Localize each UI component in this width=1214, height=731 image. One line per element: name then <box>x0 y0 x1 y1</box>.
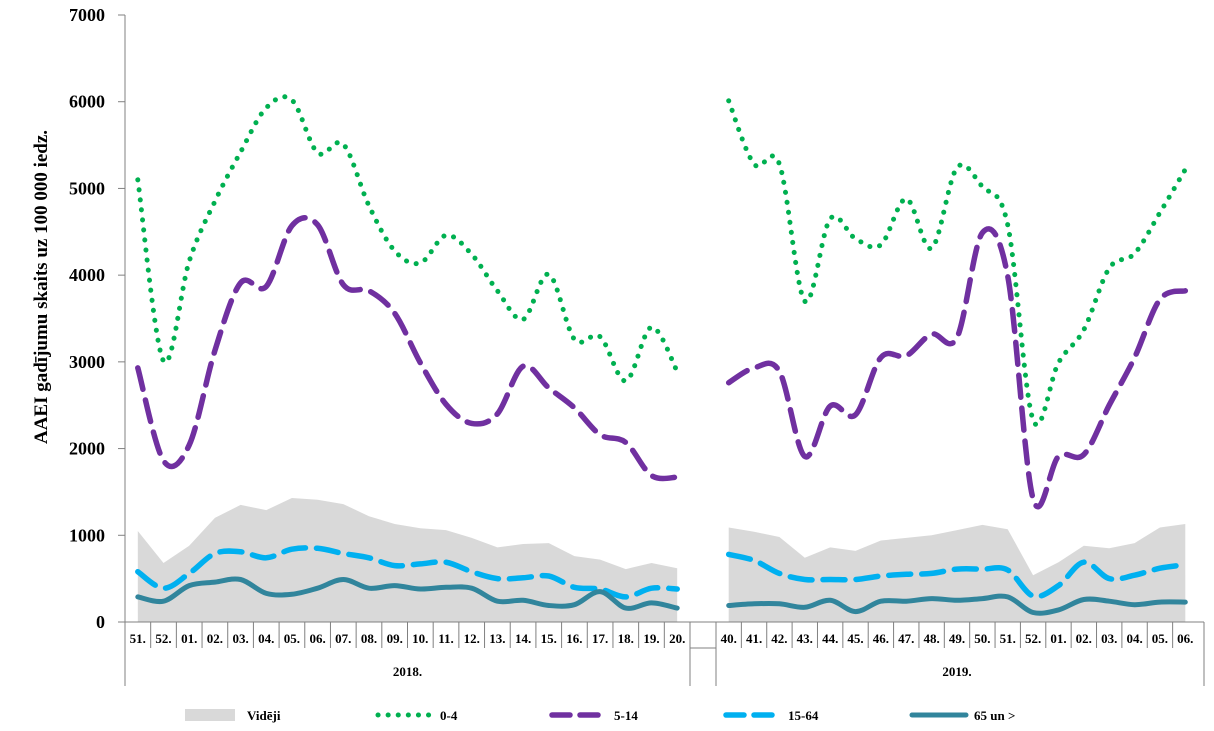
x-tick-label: 01. <box>181 631 197 646</box>
series-line-0-4-g0 <box>135 94 680 384</box>
legend-label-15-64: 15-64 <box>788 708 819 723</box>
x-tick-label: 03. <box>1101 631 1117 646</box>
series-line-65-un-g0 <box>135 576 680 611</box>
series-line-15-64-g1 <box>725 551 1189 600</box>
x-tick-label: 04. <box>258 631 274 646</box>
y-tick-label: 4000 <box>69 265 105 285</box>
x-tick-label: 09. <box>387 631 403 646</box>
x-tick-label: 01. <box>1050 631 1066 646</box>
x-tick-label: 07. <box>335 631 351 646</box>
y-tick-label: 7000 <box>69 5 105 25</box>
legend-label-65-un: 65 un > <box>974 708 1015 723</box>
x-tick-label: 40. <box>721 631 737 646</box>
x-tick-label: 47. <box>898 631 914 646</box>
x-tick-label: 11. <box>438 631 454 646</box>
series-area-vid-ji-g0 <box>137 498 678 622</box>
x-tick-label: 18. <box>618 631 634 646</box>
legend-label-5-14: 5-14 <box>614 708 638 723</box>
y-tick-label: 5000 <box>69 178 105 198</box>
y-tick-label: 2000 <box>69 439 105 459</box>
x-tick-label: 08. <box>361 631 377 646</box>
legend-label-vid-ji: Vidēji <box>247 708 281 723</box>
x-group-label: 2018. <box>393 664 422 679</box>
x-tick-label: 03. <box>232 631 248 646</box>
x-tick-label: 51. <box>1000 631 1016 646</box>
x-tick-label: 41. <box>746 631 762 646</box>
x-tick-label: 12. <box>464 631 480 646</box>
x-tick-label: 50. <box>974 631 990 646</box>
x-tick-label: 04. <box>1126 631 1142 646</box>
y-tick-label: 0 <box>96 612 105 632</box>
x-tick-label: 05. <box>1152 631 1168 646</box>
x-tick-label: 43. <box>797 631 813 646</box>
y-axis-label: AAEI gadījumu skaits uz 100 000 iedz. <box>31 130 52 444</box>
x-tick-label: 13. <box>489 631 505 646</box>
x-tick-label: 44. <box>822 631 838 646</box>
x-tick-label: 20. <box>669 631 685 646</box>
x-tick-label: 45. <box>847 631 863 646</box>
x-tick-label: 06. <box>309 631 325 646</box>
x-tick-label: 46. <box>873 631 889 646</box>
x-tick-label: 48. <box>923 631 939 646</box>
x-tick-label: 19. <box>643 631 659 646</box>
x-tick-label: 49. <box>949 631 965 646</box>
series-line-5-14-g0 <box>135 215 680 482</box>
x-tick-label: 17. <box>592 631 608 646</box>
x-tick-label: 15. <box>541 631 557 646</box>
series-area-vid-ji-g1 <box>728 524 1186 622</box>
x-tick-label: 02. <box>1076 631 1092 646</box>
x-tick-label: 51. <box>130 631 146 646</box>
y-tick-label: 3000 <box>69 352 105 372</box>
x-tick-label: 42. <box>771 631 787 646</box>
x-tick-label: 16. <box>566 631 582 646</box>
series-line-65-un-g1 <box>726 593 1188 616</box>
x-tick-label: 02. <box>207 631 223 646</box>
x-tick-label: 05. <box>284 631 300 646</box>
series-line-5-14-g1 <box>725 226 1189 510</box>
legend-swatch-vid-ji <box>185 709 235 721</box>
series-line-0-4-g1 <box>726 98 1188 428</box>
legend-label-0-4: 0-4 <box>440 708 458 723</box>
y-tick-label: 1000 <box>69 525 105 545</box>
x-tick-label: 52. <box>155 631 171 646</box>
x-tick-label: 52. <box>1025 631 1041 646</box>
x-tick-label: 14. <box>515 631 531 646</box>
x-tick-label: 10. <box>412 631 428 646</box>
x-group-label: 2019. <box>942 664 971 679</box>
x-tick-label: 06. <box>1177 631 1193 646</box>
series-line-15-64-g0 <box>135 545 680 600</box>
y-tick-label: 6000 <box>69 92 105 112</box>
